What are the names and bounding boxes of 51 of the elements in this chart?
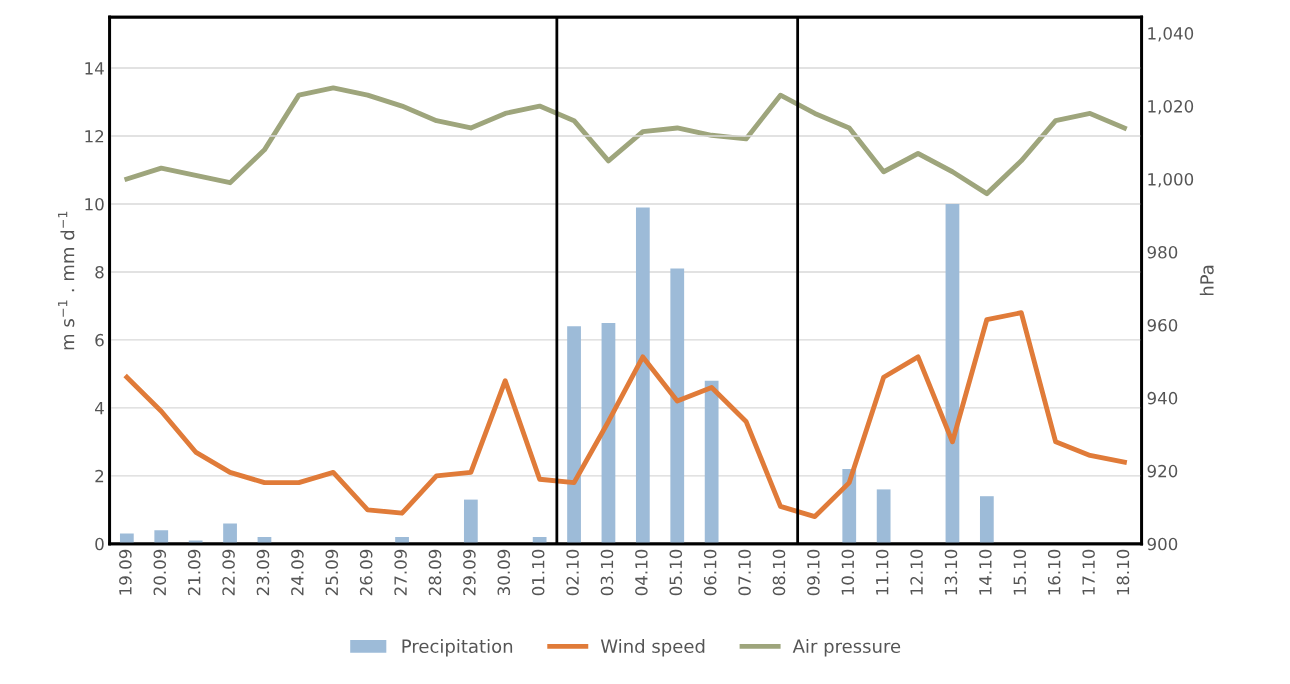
x-tick-label: 16.10 (1047, 549, 1061, 595)
x-tick-label: 05.10 (669, 549, 683, 596)
x-tick-label: 09.10 (807, 549, 820, 596)
x-tick-label: 08.10 (772, 549, 786, 596)
x-tick-label: 29.09 (463, 549, 476, 596)
x-tick-label: 28.09 (428, 549, 442, 596)
x-tick-label: 25.09 (325, 549, 339, 596)
x-tick-label: 15.10 (1013, 549, 1027, 595)
y-tick-label: 2 (95, 469, 104, 483)
y2-tick-label: 940 (1147, 391, 1178, 405)
y-axis-title: m s$^{−1}$ . mm d$^{−1}$ (58, 211, 75, 350)
y-tick-label: 6 (95, 333, 104, 347)
x-tick-label: 20.09 (153, 549, 167, 596)
y2-tick-label: 1,020 (1148, 100, 1194, 115)
x-tick-label: 06.10 (703, 549, 717, 596)
legend-label: Air pressure (792, 639, 901, 657)
y2-tick-label: 920 (1147, 464, 1178, 478)
x-tick-label: 11.10 (875, 549, 889, 595)
y-tick-label: 0 (95, 537, 104, 551)
x-tick-label: 27.09 (394, 549, 407, 596)
x-tick-label: 07.10 (738, 549, 751, 596)
x-tick-label: 13.10 (944, 549, 958, 595)
x-tick-label: 19.09 (119, 549, 132, 595)
x-tick-label: 02.10 (566, 549, 579, 596)
x-tick-label: 23.09 (256, 549, 270, 596)
x-tick-label: 17.10 (1082, 549, 1095, 595)
y2-axis-title: hPa (1199, 265, 1214, 296)
y2-tick-label: 960 (1147, 318, 1178, 332)
x-tick-label: 10.10 (841, 549, 855, 595)
y2-tick-label: 980 (1147, 245, 1178, 259)
y-tick-label: 14 (85, 62, 104, 75)
x-tick-label: 22.09 (222, 549, 235, 596)
y2-tick-label: 1,000 (1148, 173, 1194, 188)
legend-label: Precipitation (402, 639, 513, 657)
x-tick-label: 21.09 (187, 549, 201, 596)
y2-tick-label: 1,040 (1148, 27, 1194, 42)
x-tick-label: 01.10 (531, 549, 545, 596)
y-tick-label: 12 (85, 129, 104, 143)
y-tick-label: 4 (95, 402, 104, 415)
x-tick-label: 12.10 (910, 549, 923, 595)
legend-label: Wind speed (600, 639, 705, 657)
y-tick-label: 10 (85, 197, 104, 211)
x-tick-label: 24.09 (291, 549, 304, 596)
y2-tick-label: 900 (1147, 537, 1178, 551)
x-tick-label: 26.09 (359, 549, 373, 596)
x-tick-label: 30.09 (497, 549, 511, 596)
y-tick-label: 8 (95, 265, 104, 279)
x-tick-label: 14.10 (979, 549, 992, 595)
x-tick-label: 03.10 (600, 549, 614, 596)
x-tick-label: 04.10 (635, 549, 648, 596)
x-tick-label: 18.10 (1116, 549, 1130, 595)
